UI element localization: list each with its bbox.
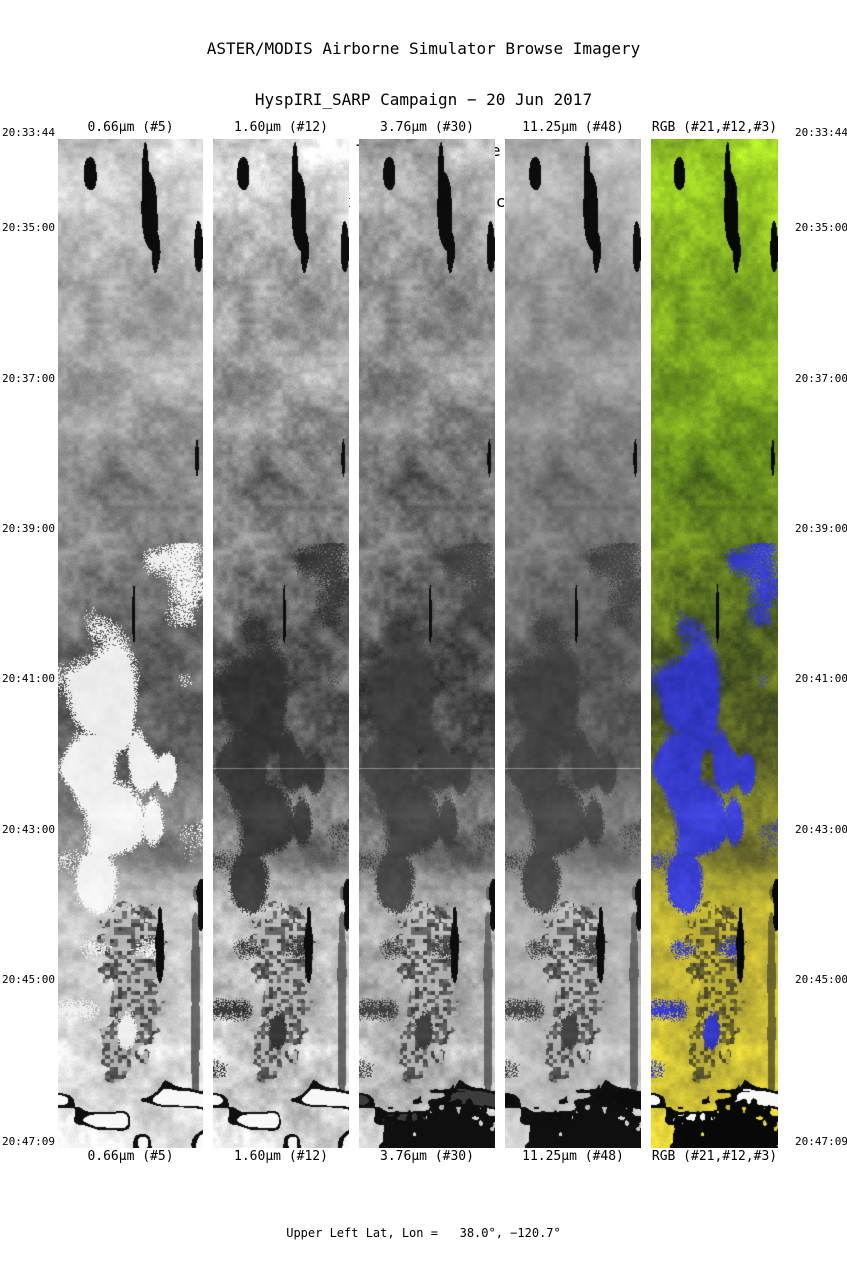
strip-bottom-label-3: 3.76μm (#30)	[380, 1149, 474, 1164]
strip-top-label-5: RGB (#21,#12,#3)	[651, 120, 778, 135]
strip-image-tir	[505, 139, 641, 1148]
time-label-left-6: 20:43:00	[2, 822, 55, 836]
title-line-1: ASTER/MODIS Airborne Simulator Browse Im…	[206, 39, 641, 58]
time-label-left-2: 20:35:00	[2, 221, 55, 235]
meta-lower-right-latlon: Lower Right Lat, Lon = 39.2°, −119.7°	[0, 1283, 847, 1287]
strip-bottom-label-1: 0.66μm (#5)	[87, 1149, 174, 1164]
strip-top-label-4: 11.25μm (#48)	[522, 120, 624, 135]
strip-image-vis	[58, 139, 203, 1148]
time-label-left-4: 20:39:00	[2, 522, 55, 536]
time-label-right-2: 20:35:00	[795, 221, 847, 235]
strip-bottom-label-2: 1.60μm (#12)	[234, 1149, 328, 1164]
time-label-left-1: 20:33:44	[2, 126, 55, 139]
time-label-right-3: 20:37:00	[795, 371, 847, 385]
time-label-right-4: 20:39:00	[795, 522, 847, 536]
meta-upper-left-latlon: Upper Left Lat, Lon = 38.0°, −120.7°	[286, 1226, 561, 1240]
time-label-left-5: 20:41:00	[2, 672, 55, 686]
time-label-left-8: 20:47:09	[2, 1135, 55, 1148]
time-label-right-1: 20:33:44	[795, 126, 847, 139]
time-label-left-7: 20:45:00	[2, 973, 55, 987]
strip-top-label-2: 1.60μm (#12)	[234, 120, 328, 135]
time-label-right-8: 20:47:09	[795, 1135, 847, 1148]
time-label-right-7: 20:45:00	[795, 973, 847, 987]
strip-top-label-3: 3.76μm (#30)	[380, 120, 474, 135]
time-label-right-5: 20:41:00	[795, 672, 847, 686]
strip-image-swir	[213, 139, 349, 1148]
strip-image-mwir	[359, 139, 495, 1148]
strip-bottom-label-4: 11.25μm (#48)	[522, 1149, 624, 1164]
strip-image-rgb	[651, 139, 778, 1148]
strip-top-label-1: 0.66μm (#5)	[87, 120, 174, 135]
metadata-block: Upper Left Lat, Lon = 38.0°, −120.7° Low…	[0, 1183, 847, 1287]
time-label-left-3: 20:37:00	[2, 371, 55, 385]
time-label-right-6: 20:43:00	[795, 822, 847, 836]
strip-bottom-label-5: RGB (#21,#12,#3)	[651, 1149, 778, 1164]
title-line-2: HyspIRI_SARP Campaign − 20 Jun 2017	[254, 90, 593, 109]
